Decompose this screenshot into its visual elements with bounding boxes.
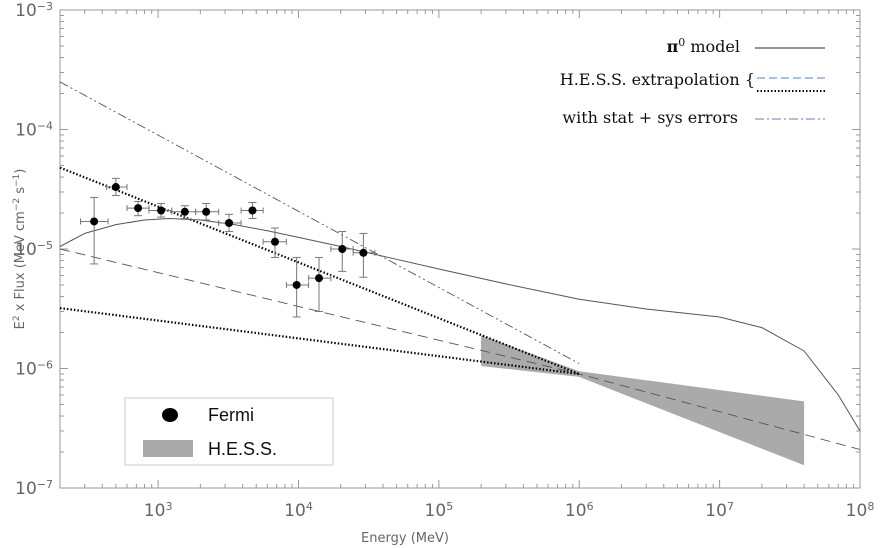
fermi-data-point [106, 177, 128, 197]
y-axis-title-part: E [13, 321, 28, 329]
x-tick-exponent: 8 [867, 500, 874, 513]
y-tick-exponent: −7 [37, 478, 53, 491]
y-tick-label: 10−3 [15, 0, 53, 21]
legend-fermi-marker [162, 408, 178, 422]
fermi-points-layer [80, 177, 376, 318]
y-tick-base: 10 [15, 240, 37, 260]
x-tick-base: 10 [144, 501, 166, 521]
y-tick-label: 10−6 [15, 358, 53, 380]
legend-label-pi0-model: π0 model [667, 36, 740, 57]
fermi-marker [270, 237, 279, 246]
legend-label-fermi: Fermi [208, 405, 254, 425]
fermi-marker [90, 217, 99, 226]
y-tick-exponent: −4 [37, 119, 53, 132]
stat-sys-errors-dashdot-line [59, 81, 580, 364]
fermi-data-point [218, 213, 242, 233]
fermi-marker [315, 274, 324, 283]
legend-pi0-text: π [667, 37, 679, 56]
fermi-marker [225, 219, 234, 228]
fermi-marker [292, 280, 301, 289]
fermi-data-point [285, 256, 310, 318]
y-axis-title-sup: 2 [12, 315, 22, 321]
x-tick-label: 106 [565, 500, 594, 522]
fermi-data-point [308, 256, 332, 312]
y-tick-exponent: −3 [37, 0, 53, 13]
y-tick-labels: 10−710−610−510−410−3 [15, 0, 53, 499]
y-tick-label: 10−5 [15, 239, 53, 261]
fermi-data-point [240, 201, 264, 219]
y-tick-exponent: −5 [37, 239, 53, 252]
fermi-marker [180, 207, 189, 216]
x-tick-exponent: 4 [306, 500, 313, 513]
y-axis-title-sup: −1 [12, 174, 22, 187]
fermi-data-point [262, 227, 287, 258]
y-tick-base: 10 [15, 479, 37, 499]
x-tick-base: 10 [425, 501, 447, 521]
x-tick-labels: 103 104 105 106 107 108 [144, 500, 875, 522]
y-axis-title-part: x Flux (MeV cm [13, 211, 28, 315]
fermi-data-point [126, 200, 150, 217]
x-tick-label: 108 [846, 500, 875, 522]
hess-extrapolation-dashed-line [59, 248, 861, 450]
fermi-marker [157, 206, 166, 215]
y-axis-title: E2 x Flux (MeV cm−2 s−1) [12, 169, 28, 330]
fermi-marker [134, 204, 143, 213]
fermi-marker [359, 248, 368, 257]
legend-hess-swatch [143, 440, 193, 457]
fermi-data-point [330, 231, 354, 272]
legend-pi0-sup: 0 [678, 36, 685, 49]
y-tick-label: 10−7 [15, 478, 53, 500]
x-tick-base: 10 [565, 501, 587, 521]
x-tick-base: 10 [284, 501, 306, 521]
fermi-marker [202, 207, 211, 216]
x-tick-label: 107 [705, 500, 734, 522]
hess-extrapolation-dotted-line [59, 166, 580, 376]
fermi-data-point [352, 232, 376, 278]
legend-label-stat-sys-errors: with stat + sys errors [562, 108, 738, 127]
fermi-data-point [80, 196, 109, 265]
y-axis-title-part: s [13, 187, 28, 198]
y-tick-base: 10 [15, 121, 37, 141]
x-axis-title: Energy (MeV) [361, 531, 449, 546]
y-tick-label: 10−4 [15, 119, 53, 141]
legend-label-hess: H.E.S.S. [208, 439, 277, 459]
fermi-marker [248, 206, 257, 215]
x-tick-exponent: 3 [165, 500, 172, 513]
x-tick-base: 10 [705, 501, 727, 521]
legend-pi0-rest: model [685, 37, 740, 56]
y-axis-title-part: ) [13, 169, 28, 174]
fermi-marker [338, 245, 347, 253]
x-tick-label: 105 [425, 500, 454, 522]
x-tick-exponent: 5 [446, 500, 453, 513]
y-tick-exponent: −6 [37, 358, 53, 371]
x-tick-base: 10 [846, 501, 868, 521]
y-tick-base: 10 [15, 1, 37, 21]
x-tick-label: 104 [284, 500, 313, 522]
y-tick-base: 10 [15, 360, 37, 380]
y-axis-title-sup: −2 [12, 198, 22, 211]
fermi-marker [111, 183, 120, 192]
x-tick-exponent: 7 [727, 500, 734, 513]
x-tick-exponent: 6 [587, 500, 594, 513]
fermi-data-point [148, 203, 173, 218]
marker-legend: Fermi H.E.S.S. [124, 397, 334, 466]
legend-label-hess-extrapolation: H.E.S.S. extrapolation { [560, 70, 755, 89]
fermi-data-point [195, 203, 220, 221]
curve-legend: π0 model H.E.S.S. extrapolation { with s… [560, 36, 825, 127]
x-tick-label: 103 [144, 500, 173, 522]
